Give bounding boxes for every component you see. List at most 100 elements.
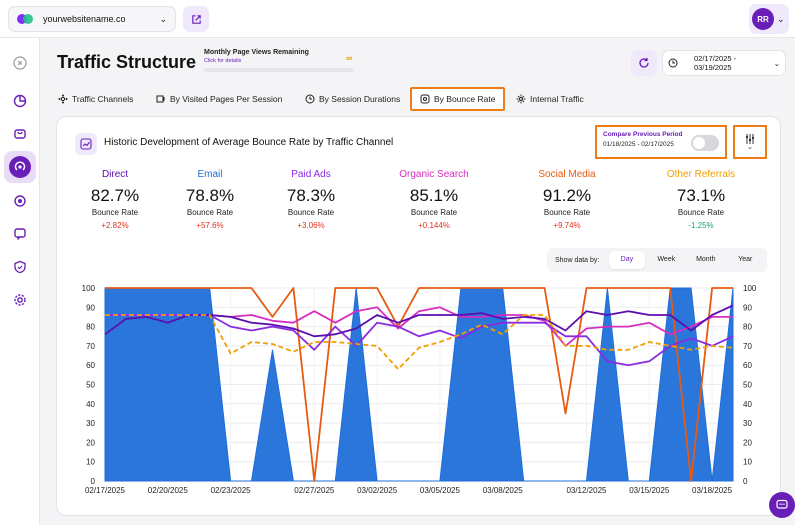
stat-label: Bounce Rate xyxy=(410,208,458,217)
chat-icon xyxy=(14,228,26,241)
line-chart-icon xyxy=(75,133,97,155)
granularity-week[interactable]: Week xyxy=(657,256,676,263)
compare-previous-period: Compare Previous Period 01/18/2025 - 02/… xyxy=(595,125,727,159)
date-range-picker[interactable]: 02/17/2025 - 03/19/2025 ⌄ xyxy=(662,50,786,76)
shield-icon xyxy=(14,260,26,274)
chevron-down-icon: ⌄ xyxy=(773,58,780,68)
y-tick-label-right: 100 xyxy=(743,284,757,293)
stat-label: Bounce Rate xyxy=(543,208,591,217)
stat-value: 73.1% xyxy=(676,186,726,205)
avatar: RR xyxy=(752,8,774,30)
stat-label: Bounce Rate xyxy=(287,208,335,217)
open-site-button[interactable] xyxy=(183,6,209,32)
y-tick-label-left: 50 xyxy=(86,381,95,390)
stat-label: Bounce Rate xyxy=(677,208,725,217)
compare-toggle[interactable] xyxy=(691,135,719,151)
quota-label: Monthly Page Views Remaining xyxy=(204,49,309,56)
granularity-month[interactable]: Month xyxy=(696,256,716,263)
sliders-icon xyxy=(746,134,754,144)
site-logo-icon xyxy=(17,13,35,25)
x-tick-label: 02/27/2025 xyxy=(294,486,335,495)
stat-social-media: Social Media 91.2% Bounce Rate +9.74% xyxy=(512,169,622,230)
y-tick-label-right: 90 xyxy=(743,303,752,312)
stat-email: Email 78.8% Bounce Rate +57.6% xyxy=(155,169,265,230)
chart-settings-button[interactable]: ⌄ xyxy=(733,125,767,159)
y-tick-label-left: 80 xyxy=(86,323,95,332)
y-tick-label-right: 40 xyxy=(743,400,752,409)
stat-delta: +0.144% xyxy=(418,221,450,230)
y-tick-label-left: 0 xyxy=(91,477,96,486)
compare-label: Compare Previous Period xyxy=(603,131,683,138)
tab-traffic-channels[interactable]: Traffic Channels xyxy=(58,87,133,111)
y-tick-label-left: 20 xyxy=(86,438,95,447)
tab-bar: Traffic Channels By Visited Pages Per Se… xyxy=(55,87,785,111)
stat-label: Bounce Rate xyxy=(91,208,139,217)
sidebar-item-traffic[interactable] xyxy=(4,151,36,183)
site-selector[interactable]: yourwebsitename.co ⌄ xyxy=(8,6,176,32)
chevron-down-icon: ⌄ xyxy=(777,13,785,24)
page-title: Traffic Structure xyxy=(57,52,197,72)
x-tick-label: 02/23/2025 xyxy=(211,486,252,495)
card-title: Historic Development of Average Bounce R… xyxy=(104,137,394,148)
tab-bounce-rate[interactable]: By Bounce Rate xyxy=(410,87,506,111)
y-tick-label-right: 50 xyxy=(743,381,752,390)
sidebar-item-collapse[interactable] xyxy=(7,50,33,76)
stat-name: Email xyxy=(197,169,223,180)
stat-value: 85.1% xyxy=(409,186,459,205)
compare-dates: 01/18/2025 - 02/17/2025 xyxy=(603,141,674,148)
channels-icon xyxy=(58,94,68,104)
quota-details-link[interactable]: Click for details xyxy=(204,58,242,64)
tab-session-durations[interactable]: By Session Durations xyxy=(305,87,400,111)
bounce-icon xyxy=(420,94,430,104)
y-tick-label-left: 30 xyxy=(86,419,95,428)
sidebar-item-messages[interactable] xyxy=(7,221,33,247)
quota-value: ∞ xyxy=(346,53,353,63)
stat-delta: +9.74% xyxy=(553,221,581,230)
external-link-icon xyxy=(191,14,201,24)
sidebar-item-engagement[interactable] xyxy=(7,188,33,214)
y-tick-label-right: 60 xyxy=(743,361,752,370)
gear-icon xyxy=(14,294,26,306)
y-tick-label-right: 10 xyxy=(743,458,752,467)
granularity-year[interactable]: Year xyxy=(738,256,753,263)
stat-value: 91.2% xyxy=(542,186,592,205)
x-tick-label: 02/17/2025 xyxy=(85,486,126,495)
stat-name: Organic Search xyxy=(399,169,469,180)
stat-name: Paid Ads xyxy=(291,169,331,180)
y-tick-label-left: 100 xyxy=(82,284,96,293)
quota-progress-bar xyxy=(204,68,354,72)
top-bar: yourwebsitename.co ⌄ RR ⌄ xyxy=(0,0,795,38)
internal-icon xyxy=(516,94,526,104)
site-name: yourwebsitename.co xyxy=(43,14,126,24)
sidebar-item-security[interactable] xyxy=(7,254,33,280)
chat-bubble-icon xyxy=(776,499,788,509)
user-menu[interactable]: RR ⌄ xyxy=(749,4,789,34)
stat-delta: +2.82% xyxy=(101,221,129,230)
stat-organic-search: Organic Search 85.1% Bounce Rate +0.144% xyxy=(379,169,489,230)
target-icon xyxy=(14,195,26,207)
shopping-bag-icon xyxy=(14,129,26,139)
clock-icon xyxy=(668,58,678,68)
collapse-icon xyxy=(13,56,27,70)
tab-label: By Visited Pages Per Session xyxy=(170,94,283,104)
stat-name: Social Media xyxy=(538,169,596,180)
x-tick-label: 03/18/2025 xyxy=(692,486,733,495)
y-tick-label-right: 70 xyxy=(743,342,752,351)
sidebar-item-settings[interactable] xyxy=(7,287,33,313)
support-chat-button[interactable] xyxy=(769,492,795,518)
granularity-selector: Show data by: Day Week Month Year xyxy=(547,248,767,272)
tab-label: Internal Traffic xyxy=(530,94,584,104)
tab-visited-pages[interactable]: By Visited Pages Per Session xyxy=(156,87,282,111)
sidebar-item-ecommerce[interactable] xyxy=(7,120,33,146)
tab-internal-traffic[interactable]: Internal Traffic xyxy=(516,87,584,111)
stat-name: Direct xyxy=(101,169,129,180)
granularity-day[interactable]: Day xyxy=(609,251,645,269)
y-tick-label-right: 0 xyxy=(743,477,748,486)
sidebar-item-dashboard[interactable] xyxy=(7,88,33,114)
traffic-icon xyxy=(9,156,31,178)
granularity-label: Show data by: xyxy=(555,256,600,264)
y-tick-label-left: 10 xyxy=(86,458,95,467)
x-tick-label: 03/08/2025 xyxy=(483,486,524,495)
x-tick-label: 02/20/2025 xyxy=(148,486,189,495)
refresh-button[interactable] xyxy=(631,50,657,76)
